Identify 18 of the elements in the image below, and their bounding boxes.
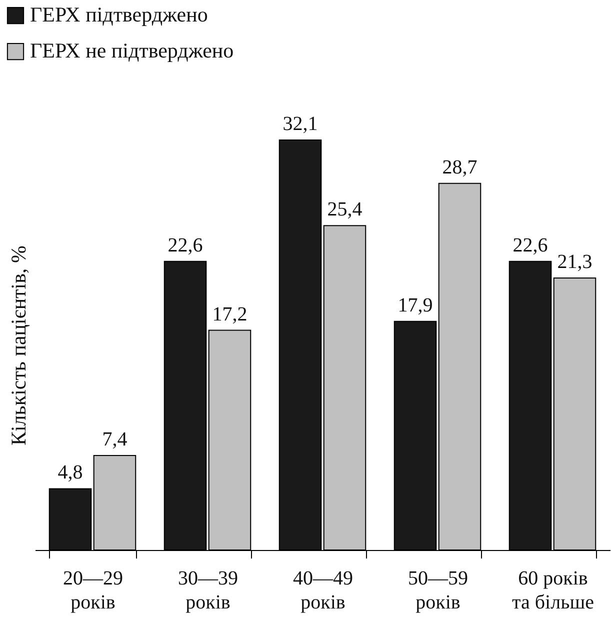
- data-label: 21,3: [557, 250, 592, 273]
- x-tick-label: 30—39 років: [178, 568, 238, 614]
- x-tick-label: 60 років та більше: [512, 568, 594, 614]
- legend-label: ГЕРХ підтверджено: [30, 2, 208, 26]
- data-label: 22,6: [512, 234, 548, 256]
- legend-label: ГЕРХ не підтверджено: [30, 38, 234, 62]
- data-label: 4,8: [58, 462, 83, 484]
- data-label: 17,9: [398, 294, 433, 316]
- data-label: 32,1: [282, 113, 318, 135]
- data-label: 28,7: [442, 156, 478, 178]
- x-tick-label: 20—29 років: [63, 568, 123, 614]
- data-label: 17,2: [212, 303, 248, 326]
- y-axis-title: Кількість пацієнтів, %: [6, 245, 30, 446]
- data-label: 25,4: [327, 198, 362, 221]
- data-label: 7,4: [102, 428, 128, 450]
- x-tick-label: 50—59 років: [408, 568, 468, 614]
- x-tick-label: 40—49 років: [293, 568, 353, 614]
- data-label: 22,6: [168, 234, 203, 256]
